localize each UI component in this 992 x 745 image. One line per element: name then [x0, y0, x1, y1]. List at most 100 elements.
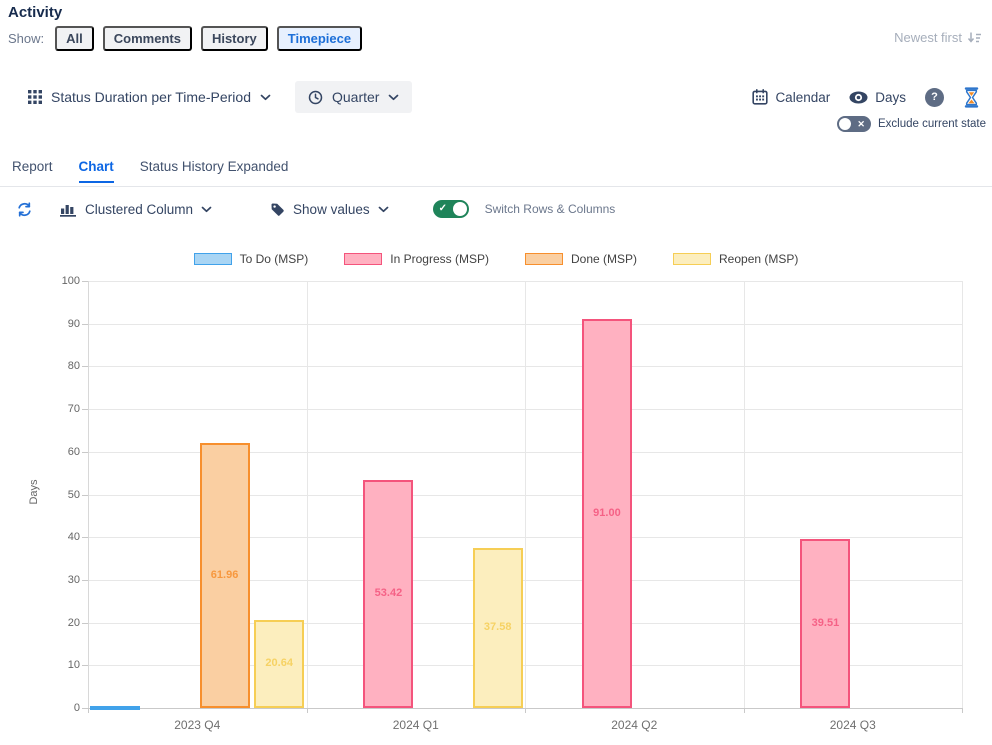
show-label: Show:: [8, 31, 44, 46]
toggle-knob: [839, 118, 851, 130]
tab-report[interactable]: Report: [12, 159, 53, 183]
bar[interactable]: [800, 539, 850, 708]
filter-all-button[interactable]: All: [55, 26, 94, 51]
filter-timepiece-button[interactable]: Timepiece: [277, 26, 362, 51]
bar[interactable]: [200, 443, 250, 708]
switch-rows-columns-label: Switch Rows & Columns: [485, 202, 616, 216]
bar-chart-icon: [59, 202, 77, 217]
help-button[interactable]: ?: [925, 88, 944, 107]
legend-item[interactable]: Reopen (MSP): [673, 252, 798, 266]
y-tick-label: 90: [40, 318, 80, 330]
y-gridline: [88, 409, 962, 410]
y-gridline: [88, 281, 962, 282]
filter-comments-button[interactable]: Comments: [103, 26, 192, 51]
tab-divider: [0, 186, 992, 187]
x-category-label: 2024 Q2: [525, 718, 744, 732]
chart-controls: Clustered Column Show values ✓ Switch Ro…: [16, 197, 615, 221]
refresh-icon[interactable]: [16, 201, 33, 218]
tab-status-history-expanded[interactable]: Status History Expanded: [140, 159, 289, 183]
bar[interactable]: [363, 480, 413, 708]
legend-label: In Progress (MSP): [390, 252, 489, 266]
toggle-check-icon: ✓: [439, 202, 447, 216]
unit-days-button[interactable]: Days: [849, 90, 906, 105]
filter-history-button[interactable]: History: [201, 26, 268, 51]
switch-rows-columns-control: ✓ Switch Rows & Columns: [433, 200, 616, 218]
y-tick: [82, 580, 88, 581]
x-tick: [307, 708, 308, 713]
period-dropdown-label: Quarter: [332, 89, 379, 105]
legend-item[interactable]: In Progress (MSP): [344, 252, 489, 266]
x-tick: [525, 708, 526, 713]
x-tick: [744, 708, 745, 713]
chevron-down-icon: [260, 94, 271, 101]
legend-label: To Do (MSP): [240, 252, 309, 266]
y-tick: [82, 665, 88, 666]
y-tick: [82, 623, 88, 624]
y-tick: [82, 537, 88, 538]
chevron-down-icon: [201, 206, 212, 213]
x-gridline: [525, 281, 526, 708]
y-tick: [82, 708, 88, 709]
values-mode-label: Show values: [293, 202, 370, 217]
y-tick: [82, 366, 88, 367]
y-gridline: [88, 324, 962, 325]
values-mode-dropdown[interactable]: Show values: [270, 202, 389, 217]
x-gridline: [962, 281, 963, 708]
calendar-button[interactable]: Calendar: [752, 89, 830, 105]
chevron-down-icon: [378, 206, 389, 213]
y-tick: [82, 324, 88, 325]
unit-days-label: Days: [875, 90, 906, 105]
exclude-current-state-toggle[interactable]: ✕: [837, 116, 871, 132]
y-tick-label: 50: [40, 489, 80, 501]
x-category-label: 2023 Q4: [88, 718, 307, 732]
bar[interactable]: [90, 706, 140, 710]
legend-swatch: [673, 253, 711, 265]
clock-icon: [308, 90, 323, 105]
exclude-current-state-label: Exclude current state: [878, 118, 986, 130]
chevron-down-icon: [388, 94, 399, 101]
y-tick-label: 0: [40, 702, 80, 714]
tab-chart[interactable]: Chart: [79, 159, 114, 183]
grid-icon: [28, 90, 42, 104]
y-tick-label: 100: [40, 275, 80, 287]
y-tick-label: 70: [40, 403, 80, 415]
report-toolbar: Status Duration per Time-Period Quarter: [28, 80, 412, 114]
y-axis-title: Days: [28, 479, 40, 504]
show-filter-bar: Show: All Comments History Timepiece: [8, 26, 362, 51]
y-tick: [82, 281, 88, 282]
report-type-dropdown[interactable]: Status Duration per Time-Period: [28, 89, 271, 105]
exclude-current-state-control: ✕ Exclude current state: [837, 116, 986, 132]
legend-swatch: [194, 253, 232, 265]
y-tick: [82, 409, 88, 410]
timepiece-app-button[interactable]: [963, 87, 980, 108]
x-category-label: 2024 Q3: [744, 718, 963, 732]
report-type-label: Status Duration per Time-Period: [51, 89, 251, 105]
sort-order-control[interactable]: Newest first: [894, 30, 982, 45]
tag-icon: [270, 202, 285, 217]
sort-descending-icon: [967, 31, 982, 44]
bar[interactable]: [254, 620, 304, 708]
x-gridline: [744, 281, 745, 708]
calendar-label: Calendar: [775, 90, 830, 105]
chart-type-dropdown[interactable]: Clustered Column: [59, 202, 212, 217]
hourglass-icon: [963, 87, 980, 108]
x-tick: [962, 708, 963, 713]
switch-rows-columns-toggle[interactable]: ✓: [433, 200, 469, 218]
legend-item[interactable]: Done (MSP): [525, 252, 637, 266]
y-gridline: [88, 366, 962, 367]
eye-icon: [849, 91, 868, 104]
toggle-knob: [453, 202, 467, 216]
bar[interactable]: [582, 319, 632, 708]
view-tabs: Report Chart Status History Expanded: [12, 159, 288, 183]
help-icon: ?: [925, 88, 944, 107]
legend-swatch: [525, 253, 563, 265]
y-tick: [82, 495, 88, 496]
legend-label: Done (MSP): [571, 252, 637, 266]
legend-swatch: [344, 253, 382, 265]
period-dropdown[interactable]: Quarter: [295, 81, 412, 113]
y-tick-label: 40: [40, 531, 80, 543]
bar[interactable]: [473, 548, 523, 708]
legend-item[interactable]: To Do (MSP): [194, 252, 309, 266]
y-tick-label: 30: [40, 574, 80, 586]
calendar-icon: [752, 89, 768, 105]
